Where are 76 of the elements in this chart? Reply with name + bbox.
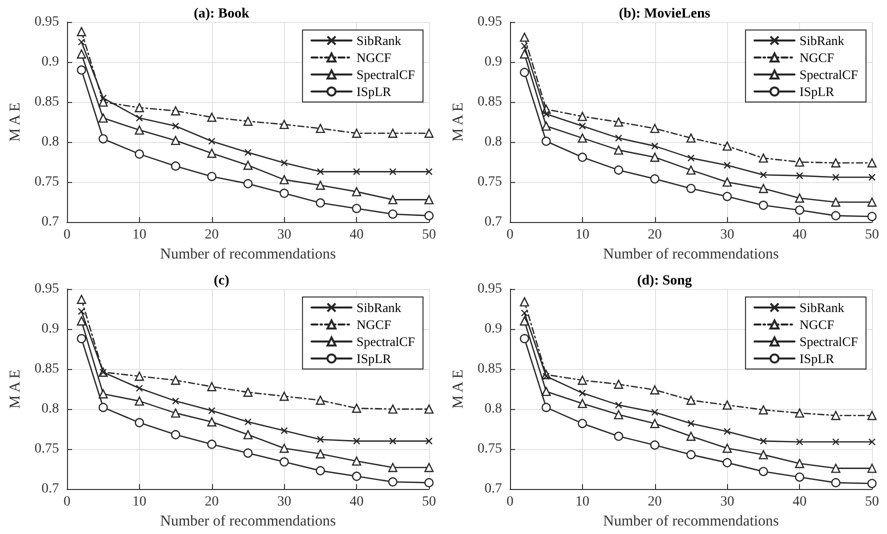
x-tick-label: 30 — [277, 494, 292, 510]
y-tick-label: 0.75 — [478, 174, 502, 190]
x-tick-label: 50 — [865, 494, 879, 510]
y-axis-title: M A E — [450, 369, 466, 409]
x-tick-label: 0 — [506, 494, 514, 510]
y-tick-label: 0.7 — [484, 214, 502, 230]
x-tick-label: 0 — [506, 228, 514, 243]
y-axis-title: M A E — [450, 102, 466, 142]
x-tick-label: 10 — [575, 228, 590, 243]
chart-title: (d): Song — [637, 274, 692, 288]
x-tick-label: 20 — [204, 228, 219, 243]
legend-label: SibRank — [800, 300, 845, 315]
x-tick-label: 10 — [132, 494, 146, 510]
x-tick-label: 20 — [648, 228, 662, 243]
chart-title: (b): MovieLens — [618, 6, 711, 22]
legend-label: ISpLR — [356, 351, 392, 366]
x-tick-label: 30 — [720, 228, 734, 243]
chart-title: (a): Book — [194, 6, 250, 22]
y-tick-label: 0.95 — [34, 282, 59, 296]
y-tick-label: 0.95 — [478, 282, 502, 296]
x-tick-label: 0 — [64, 494, 70, 510]
legend-label: ISpLR — [800, 84, 835, 99]
x-tick-label: 40 — [792, 494, 807, 510]
y-axis-title: M A E — [8, 102, 24, 142]
legend-label: SpectralCF — [800, 67, 858, 82]
x-axis-title: Number of recommendations — [160, 514, 336, 530]
y-tick-label: 0.85 — [34, 94, 59, 110]
legend-label: SibRank — [800, 33, 845, 48]
y-tick-label: 0.8 — [42, 402, 59, 417]
legend-label: NGCF — [356, 317, 392, 332]
legend-label: SpectralCF — [356, 334, 416, 349]
y-tick-label: 0.8 — [484, 134, 502, 150]
y-tick-label: 0.85 — [34, 362, 59, 377]
x-axis-title: Number of recommendations — [160, 246, 336, 262]
legend-label: NGCF — [356, 50, 392, 65]
x-tick-label: 50 — [865, 228, 879, 243]
legend-label: NGCF — [800, 50, 834, 65]
y-tick-label: 0.9 — [484, 54, 502, 70]
y-tick-label: 0.9 — [42, 322, 59, 337]
y-tick-label: 0.85 — [478, 94, 502, 110]
y-axis-title: M A E — [8, 369, 24, 409]
legend-label: NGCF — [800, 317, 834, 332]
x-axis-title: Number of recommendations — [603, 514, 780, 530]
legend-label: ISpLR — [356, 84, 392, 99]
y-tick-label: 0.7 — [484, 482, 502, 497]
x-tick-label: 40 — [792, 228, 807, 243]
y-tick-label: 0.95 — [478, 14, 502, 30]
x-tick-label: 20 — [648, 494, 662, 510]
x-tick-label: 30 — [277, 228, 292, 243]
chart-title: (c) — [214, 274, 230, 288]
x-axis-title: Number of recommendations — [603, 246, 780, 262]
y-tick-label: 0.7 — [42, 214, 59, 230]
x-tick-label: 30 — [720, 494, 734, 510]
x-tick-label: 50 — [422, 228, 436, 243]
x-tick-label: 40 — [350, 228, 364, 243]
y-tick-label: 0.7 — [42, 482, 59, 497]
legend-label: ISpLR — [800, 351, 835, 366]
x-tick-label: 20 — [204, 494, 219, 510]
legend-label: SibRank — [356, 33, 402, 48]
x-tick-label: 10 — [575, 494, 590, 510]
legend-label: SpectralCF — [800, 334, 858, 349]
x-tick-label: 0 — [64, 228, 70, 243]
legend-label: SpectralCF — [356, 67, 416, 82]
y-tick-label: 0.95 — [34, 14, 59, 30]
y-tick-label: 0.75 — [478, 442, 502, 457]
x-tick-label: 40 — [350, 494, 364, 510]
y-tick-label: 0.8 — [42, 134, 59, 150]
y-tick-label: 0.75 — [34, 174, 59, 190]
y-tick-label: 0.75 — [34, 442, 59, 457]
x-tick-label: 50 — [422, 494, 436, 510]
y-tick-label: 0.85 — [478, 362, 502, 377]
y-tick-label: 0.9 — [484, 322, 502, 337]
legend-label: SibRank — [356, 300, 402, 315]
y-tick-label: 0.8 — [484, 402, 502, 417]
y-tick-label: 0.9 — [42, 54, 59, 70]
x-tick-label: 10 — [132, 228, 146, 243]
